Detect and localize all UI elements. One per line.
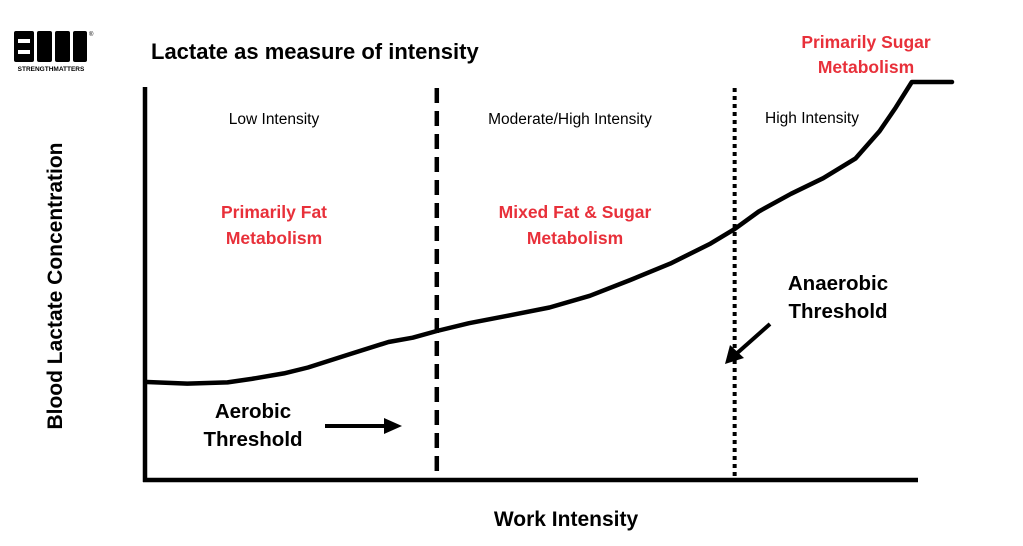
logo-cut-a: [18, 39, 30, 43]
zone-high-metabolism-line1: Primarily Sugar: [801, 32, 931, 52]
logo-block-right-b: [73, 31, 87, 62]
logo-registered: ®: [89, 31, 94, 38]
aerobic-annotation-line1: Aerobic: [215, 400, 291, 423]
aerobic-annotation-line2: Threshold: [203, 428, 302, 451]
y-axis-label: Blood Lactate Concentration: [44, 142, 67, 429]
anaerobic-arrow: [725, 322, 772, 364]
anaerobic-annotation-line1: Anaerobic: [788, 272, 888, 295]
zone-moderate-metabolism-line1: Mixed Fat & Sugar: [499, 202, 652, 222]
anaerobic-annotation-line2: Threshold: [788, 300, 887, 323]
zone-low-metabolism-line1: Primarily Fat: [221, 202, 327, 222]
zone-low-metabolism-line2: Metabolism: [226, 228, 322, 248]
logo-block-right-a: [55, 31, 70, 62]
x-axis-label: Work Intensity: [494, 508, 639, 531]
zone-low-label: Low Intensity: [229, 111, 320, 128]
strengthmatters-logo: ® STRENGTHMATTERS: [14, 31, 94, 73]
logo-wordmark: STRENGTHMATTERS: [18, 66, 85, 73]
zone-moderate-label: Moderate/High Intensity: [488, 111, 652, 128]
logo-block-mid: [37, 31, 52, 62]
zone-moderate-metabolism-line2: Metabolism: [527, 228, 623, 248]
logo-block-left: [14, 31, 34, 62]
zone-high-metabolism-line2: Metabolism: [818, 57, 914, 77]
aerobic-arrow: [325, 418, 402, 434]
chart-title: Lactate as measure of intensity: [151, 39, 479, 64]
logo-cut-b: [18, 50, 30, 54]
lactate-curve: [144, 79, 955, 386]
zone-high-label: High Intensity: [765, 110, 859, 127]
